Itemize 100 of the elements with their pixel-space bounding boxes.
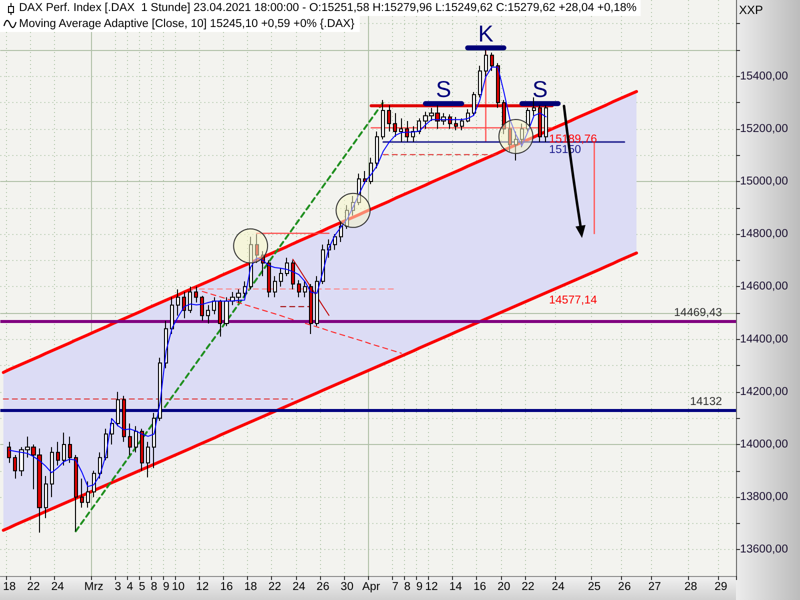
candlestick [92,470,96,498]
x-tick-label: 8 [150,581,158,593]
candlestick [291,260,295,290]
candlestick [98,452,102,480]
x-tick-label: 9 [162,581,170,593]
x-tick-label: 4 [126,581,134,593]
candlestick [303,280,307,298]
candlestick [544,104,548,143]
x-tick-label: 22 [522,581,534,593]
x-tick-label: 24 [552,581,566,593]
x-tick-label: 14 [449,581,463,593]
x-tick-label: 18 [2,581,16,593]
series-label: 14577,14 [549,294,598,307]
candlestick [188,286,192,314]
candlestick [176,288,180,316]
x-tick-label: Apr [362,581,380,593]
candlestick [110,418,114,445]
candlestick [182,291,186,319]
x-tick-label: 12 [196,581,209,593]
line-series [202,290,402,354]
candlestick [62,432,66,466]
x-tick-label: 10 [172,581,185,593]
candlestick [74,454,78,532]
x-tick-label: 27 [648,581,661,593]
candlestick [405,120,409,143]
x-tick-label: 8 [404,581,411,593]
y-tick-label: 13800,00 [740,491,788,504]
y-tick-label: 15200,00 [740,122,788,135]
text: XXP [739,3,764,17]
candlestick [490,52,494,72]
candlestick [194,286,198,303]
candlestick [134,426,138,453]
candlestick [68,436,72,464]
x-tick-label: 22 [268,581,282,593]
chart-title: DAX Perf. Index [.DAX 1 Stunde] 23.04.2021 18:00:00 - O:15251,58 H:15279,96 L:15249,62 C:15279,62 +28,04 +0,18% [19,2,637,14]
candlestick [460,118,464,131]
x-tick-label: 7 [392,581,399,593]
x-tick-label: 29 [714,581,728,593]
candlestick [44,476,48,519]
x-tick-label: 28 [684,581,698,593]
candlestick [146,441,150,478]
ref-line-label: 14469,43 [674,307,722,320]
candlestick [50,446,54,498]
x-tick-label: 26 [316,581,330,593]
y-tick-label: 14200,00 [740,386,788,398]
x-tick-label: 25 [588,581,601,593]
line-series [2,252,638,532]
candlestick [309,284,313,335]
x-tick-label: 3 [114,581,122,593]
series-label: K [478,20,494,46]
line-series [74,101,384,532]
candlestick [170,296,174,335]
candlestick [417,118,421,135]
candlestick [116,391,120,427]
x-tick-label: 24 [292,581,306,593]
candlestick [224,296,229,327]
candlestick [285,257,289,277]
line-series [8,66,547,488]
candlestick [7,441,11,464]
candlestick [375,131,379,169]
series-label: S [436,76,452,102]
x-tick-label: Mrz [84,581,104,593]
point [498,119,534,154]
text: Moving Average Adaptive [Close, 10] 15245,10 +0,59 +0% {.DAX} [19,18,355,30]
candlestick [454,116,458,131]
y-tick-label: 15000,00 [740,175,788,188]
candlestick [393,112,397,138]
candlestick [128,422,132,456]
candlestick [333,234,337,250]
candlestick [206,304,210,324]
x-tick-label: 26 [618,581,631,593]
candlestick [218,299,222,338]
x-tick-label: 20 [497,581,510,593]
candlestick [273,276,277,298]
candlestick [200,295,204,322]
candlestick [267,260,271,298]
x-tick-label: 18 [244,581,257,593]
candlestick [484,49,488,77]
candlestick [315,276,319,327]
y-tick-label: 14800,00 [740,228,788,240]
y-tick-label: 13600,00 [740,544,788,556]
candlestick [86,480,90,508]
x-tick-label: 9 [416,581,423,593]
y-tick-label: 14400,00 [740,333,788,346]
candlestick [56,441,60,466]
x-tick-label: 22 [27,581,40,593]
y-tick-label: 15400,00 [740,70,788,82]
y-tick-label: 14000,00 [740,438,788,450]
x-tick-label: 12 [425,581,438,593]
ref-line-label: 14132 [690,396,722,408]
candlestick [140,428,144,472]
point [233,228,268,264]
x-tick-label: 30 [340,581,354,593]
x-tick-label: 5 [138,581,146,593]
candlestick [279,268,283,288]
y-tick-label: 14600,00 [740,280,788,293]
candlestick [381,99,385,140]
candlestick [532,96,536,116]
candlestick [152,412,156,469]
candlestick [13,454,17,480]
